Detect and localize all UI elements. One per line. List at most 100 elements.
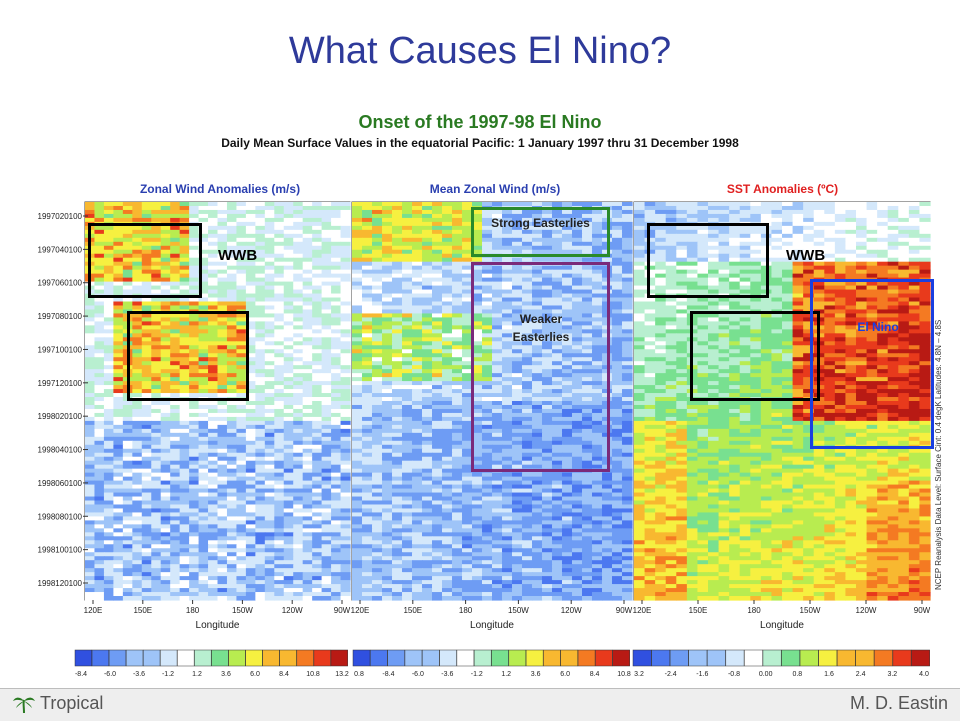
heat-cell — [612, 425, 623, 430]
heat-cell — [284, 278, 294, 283]
heat-cell — [180, 421, 190, 426]
heat-cell — [422, 250, 433, 255]
heat-cell — [199, 409, 209, 414]
heat-cell — [492, 493, 503, 498]
heat-cell — [123, 588, 133, 593]
heat-cell — [293, 413, 303, 418]
heat-cell — [284, 524, 294, 529]
heat-cell — [331, 313, 341, 318]
heat-cell — [331, 429, 341, 434]
heat-cell — [382, 282, 393, 287]
heat-cell — [293, 294, 303, 299]
heat-cell — [218, 512, 228, 517]
heat-cell — [189, 425, 199, 430]
heat-cell — [255, 270, 265, 275]
heat-cell — [303, 302, 313, 307]
heat-cell — [180, 433, 190, 438]
heat-cell — [392, 349, 403, 354]
heat-cell — [208, 520, 218, 525]
heat-cell — [227, 441, 237, 446]
heat-cell — [284, 282, 294, 287]
heat-cell — [94, 401, 104, 406]
heat-cell — [362, 453, 373, 458]
heat-cell — [402, 333, 413, 338]
heat-cell — [392, 461, 403, 466]
heat-cell — [331, 278, 341, 283]
heat-cell — [362, 230, 373, 235]
heat-cell — [372, 457, 383, 462]
heat-cell — [362, 274, 373, 279]
heat-cell — [255, 401, 265, 406]
heat-cell — [123, 548, 133, 553]
heat-cell — [151, 417, 161, 422]
heat-cell — [432, 429, 443, 434]
heat-cell — [113, 584, 123, 589]
heat-cell — [104, 365, 114, 370]
heat-cell — [293, 321, 303, 326]
heat-cell — [312, 425, 322, 430]
heat-cell — [322, 317, 332, 322]
heat-cell — [412, 266, 423, 271]
heat-cell — [452, 238, 463, 243]
heat-cell — [274, 417, 284, 422]
heat-cell — [94, 357, 104, 362]
heat-cell — [341, 361, 351, 366]
heat-cell — [284, 504, 294, 509]
heat-cell — [113, 520, 123, 525]
heat-cell — [331, 333, 341, 338]
heat-cell — [255, 298, 265, 303]
heat-cell — [104, 489, 114, 494]
heat-cell — [227, 294, 237, 299]
heat-cell — [85, 210, 95, 215]
heat-cell — [293, 453, 303, 458]
heat-cell — [402, 286, 413, 291]
heat-cell — [246, 493, 256, 498]
heat-cell — [293, 429, 303, 434]
heat-cell — [303, 576, 313, 581]
heat-cell — [246, 497, 256, 502]
heat-cell — [331, 572, 341, 577]
heat-cell — [94, 429, 104, 434]
heat-cell — [293, 417, 303, 422]
heat-cell — [432, 309, 443, 314]
heat-cell — [372, 361, 383, 366]
heat-cell — [85, 373, 95, 378]
heat-cell — [312, 497, 322, 502]
heat-cell — [331, 238, 341, 243]
heat-cell — [392, 493, 403, 498]
heat-cell — [452, 385, 463, 390]
heat-cell — [341, 349, 351, 354]
heat-cell — [199, 596, 209, 601]
heat-cell — [452, 349, 463, 354]
heat-cell — [382, 206, 393, 211]
heat-cell — [322, 441, 332, 446]
heat-cell — [170, 445, 180, 450]
heat-cell — [341, 477, 351, 482]
heat-cell — [422, 337, 433, 342]
heat-cell — [341, 238, 351, 243]
heat-cell — [372, 437, 383, 442]
heat-cell — [452, 274, 463, 279]
heat-cell — [392, 481, 403, 486]
heat-cell — [113, 576, 123, 581]
heat-cell — [85, 305, 95, 310]
heat-cell — [372, 417, 383, 422]
heat-cell — [392, 393, 403, 398]
heat-cell — [312, 305, 322, 310]
heat-cell — [382, 266, 393, 271]
heat-cell — [236, 437, 246, 442]
heat-cell — [372, 508, 383, 513]
heat-cell — [161, 512, 171, 517]
heat-cell — [382, 262, 393, 267]
heat-cell — [161, 453, 171, 458]
heat-cell — [142, 202, 152, 207]
heat-cell — [246, 278, 256, 283]
heat-cell — [452, 389, 463, 394]
heat-cell — [236, 405, 246, 410]
heat-cell — [352, 441, 363, 446]
heat-cell — [612, 381, 623, 386]
heat-cell — [293, 242, 303, 247]
heat-cell — [372, 325, 383, 330]
heat-cell — [265, 433, 275, 438]
heat-cell — [284, 290, 294, 295]
